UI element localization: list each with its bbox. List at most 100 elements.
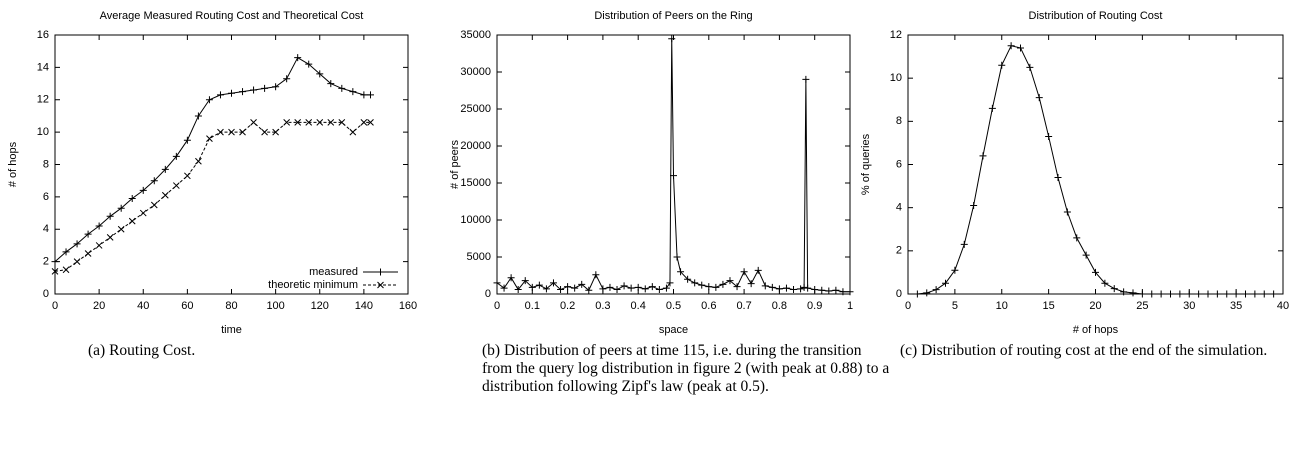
series-marker — [733, 283, 741, 291]
y-tick-label: 8 — [896, 115, 902, 127]
series-marker — [283, 75, 291, 83]
x-axis-label: space — [659, 324, 688, 336]
series-marker — [1138, 290, 1146, 298]
series-line — [496, 38, 850, 293]
legend-label: measured — [309, 266, 358, 278]
x-axis-label: # of hops — [1073, 324, 1119, 336]
y-tick-label: 0 — [485, 288, 491, 300]
series-marker — [216, 91, 224, 99]
x-tick-label: 60 — [181, 300, 193, 312]
series-marker — [557, 286, 565, 294]
series-marker — [239, 88, 247, 96]
series-marker — [316, 119, 324, 126]
series-marker — [634, 283, 642, 291]
series-marker — [1110, 285, 1118, 293]
series-marker — [349, 128, 357, 136]
series-marker — [228, 89, 235, 97]
series-marker — [62, 248, 70, 256]
series-marker — [1204, 290, 1212, 298]
series-marker — [747, 280, 755, 288]
series-marker — [84, 250, 92, 257]
y-tick-label: 12 — [37, 94, 49, 106]
y-tick-label: 10 — [890, 72, 902, 84]
series-marker — [1035, 94, 1043, 102]
series-marker — [811, 286, 819, 294]
series-marker — [528, 283, 536, 291]
x-tick-label: 10 — [996, 300, 1008, 312]
y-tick-label: 10 — [37, 126, 49, 138]
series-marker — [1260, 290, 1268, 298]
series-marker — [283, 119, 291, 126]
series-marker — [684, 275, 692, 283]
series-marker — [578, 280, 586, 288]
x-tick-label: 25 — [1136, 300, 1148, 312]
series-marker — [775, 285, 783, 293]
series-marker — [117, 225, 125, 233]
y-axis-label: % of queries — [860, 133, 872, 195]
series-marker — [549, 279, 557, 287]
series-marker — [613, 286, 621, 294]
x-tick-label: 0.9 — [807, 300, 822, 312]
series-marker — [1101, 279, 1109, 287]
series-marker — [1157, 290, 1165, 298]
series-marker — [327, 80, 335, 88]
series-marker — [923, 289, 931, 297]
series-marker — [832, 286, 840, 294]
y-tick-label: 16 — [37, 29, 49, 41]
series-marker — [797, 285, 805, 293]
x-tick-label: 35 — [1230, 300, 1242, 312]
series-marker — [790, 286, 798, 294]
series-marker — [366, 91, 374, 99]
series-marker — [507, 274, 515, 282]
x-tick-label: 0.1 — [525, 300, 540, 312]
y-tick-label: 0 — [43, 288, 49, 300]
series-marker — [913, 290, 921, 298]
series-marker — [839, 288, 847, 296]
series-marker — [705, 283, 713, 291]
x-tick-label: 15 — [1043, 300, 1055, 312]
series-marker — [261, 84, 269, 92]
series-marker — [294, 119, 302, 126]
series-marker — [139, 186, 147, 194]
series-marker — [804, 284, 812, 292]
series-marker — [172, 152, 180, 160]
x-tick-label: 30 — [1183, 300, 1195, 312]
series-marker — [228, 128, 235, 136]
x-tick-label: 100 — [266, 300, 284, 312]
series-marker — [493, 279, 501, 287]
series-marker — [677, 268, 685, 276]
plot-frame — [54, 34, 409, 295]
series-marker — [698, 281, 706, 289]
series-marker — [942, 279, 949, 287]
series-marker — [571, 284, 579, 292]
y-tick-label: 35000 — [460, 29, 491, 41]
y-tick-label: 20000 — [460, 140, 491, 152]
caption: (c) Distribution of routing cost at the … — [900, 342, 1268, 359]
x-tick-label: 120 — [311, 300, 329, 312]
chart-title: Distribution of Peers on the Ring — [594, 10, 752, 22]
x-tick-label: 40 — [1277, 300, 1289, 312]
y-tick-label: 2 — [43, 256, 49, 268]
series-marker — [95, 222, 103, 230]
y-tick-label: 25000 — [460, 103, 491, 115]
x-tick-label: 0.2 — [560, 300, 575, 312]
series-marker — [194, 112, 202, 120]
series-marker — [564, 283, 572, 291]
series-marker — [1213, 290, 1221, 298]
series-marker — [641, 285, 649, 293]
series-marker — [818, 286, 826, 294]
y-tick-label: 5000 — [467, 251, 491, 263]
series-marker — [305, 119, 313, 126]
series-marker — [662, 284, 670, 292]
y-axis-label: # of hops — [7, 141, 19, 187]
series-marker — [1017, 44, 1024, 52]
y-axis-label: # of peers — [449, 140, 461, 189]
y-tick-label: 14 — [37, 61, 49, 73]
y-tick-label: 4 — [896, 202, 902, 214]
series-marker — [316, 70, 324, 78]
series-marker — [1195, 290, 1203, 298]
series-marker — [846, 288, 854, 296]
x-tick-label: 1 — [847, 300, 853, 312]
series-marker — [754, 266, 762, 274]
